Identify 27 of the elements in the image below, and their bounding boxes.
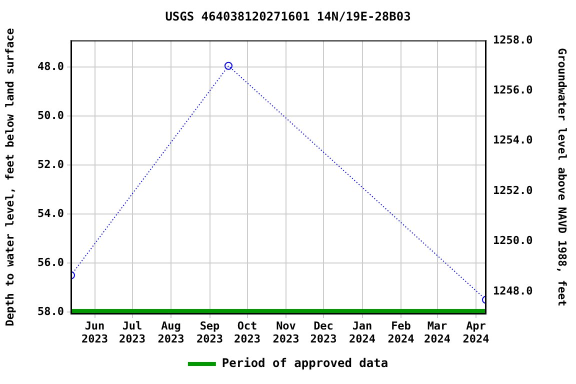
x-tick-label: Dec 2023 <box>310 319 337 346</box>
x-tick-label: Jul 2023 <box>119 319 146 346</box>
x-tick-label: Sep 2023 <box>196 319 223 346</box>
x-tick-label: Jun 2023 <box>82 319 108 346</box>
x-tick-label: Oct 2023 <box>234 319 260 346</box>
y2-tick-label: 1258.0 <box>493 33 533 46</box>
y2-tick-label: 1248.0 <box>493 284 533 298</box>
y-tick-label: 48.0 <box>38 60 64 73</box>
y2-tick-label: 1256.0 <box>493 83 533 96</box>
chart-title: USGS 464038120271601 14N/19E-28B03 <box>165 9 411 24</box>
y-tick-label: 52.0 <box>38 158 64 171</box>
y-axis-title: Depth to water level, feet below land surface <box>3 28 16 326</box>
x-tick-label: Jan 2024 <box>349 319 376 346</box>
y2-tick-label: 1254.0 <box>493 134 533 147</box>
x-tick-label: Aug 2023 <box>158 319 184 346</box>
y2-axis-title: Groundwater level above NAVD 1988, feet <box>556 48 569 306</box>
y2-tick-label: 1250.0 <box>493 234 533 248</box>
x-tick-label: Nov 2023 <box>272 319 300 346</box>
y-tick-label: 56.0 <box>38 256 64 269</box>
y2-tick-label: 1252.0 <box>493 184 533 197</box>
x-tick-label: Feb 2024 <box>388 319 415 346</box>
x-tick-label: Apr 2024 <box>462 319 490 346</box>
y-tick-label: 54.0 <box>38 206 64 220</box>
y-tick-label: 58.0 <box>38 304 64 318</box>
legend-label: Period of approved data <box>222 356 388 370</box>
x-tick-label: Mar 2024 <box>424 319 451 346</box>
y-tick-label: 50.0 <box>38 108 64 122</box>
